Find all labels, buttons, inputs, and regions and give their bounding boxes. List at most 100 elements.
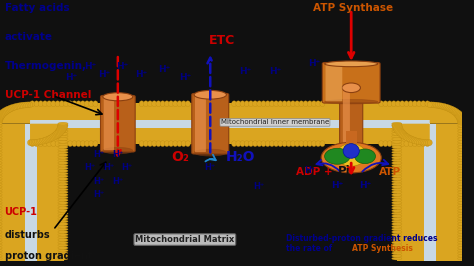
Ellipse shape: [398, 132, 407, 136]
Wedge shape: [0, 105, 63, 143]
Ellipse shape: [395, 130, 405, 134]
Ellipse shape: [58, 124, 68, 127]
Ellipse shape: [22, 102, 27, 108]
Ellipse shape: [58, 217, 68, 220]
Ellipse shape: [393, 127, 403, 130]
Ellipse shape: [143, 141, 148, 147]
Ellipse shape: [392, 151, 402, 154]
Ellipse shape: [55, 131, 64, 134]
Ellipse shape: [392, 207, 402, 210]
Ellipse shape: [452, 110, 460, 114]
Ellipse shape: [0, 114, 5, 118]
Text: H⁺: H⁺: [158, 65, 170, 74]
Ellipse shape: [30, 141, 35, 147]
Ellipse shape: [425, 141, 430, 147]
Ellipse shape: [0, 113, 6, 117]
Ellipse shape: [1, 109, 9, 114]
Ellipse shape: [0, 161, 2, 164]
Ellipse shape: [408, 137, 415, 142]
Ellipse shape: [185, 101, 191, 107]
Ellipse shape: [164, 101, 169, 107]
Ellipse shape: [0, 151, 2, 154]
Ellipse shape: [392, 164, 402, 167]
Ellipse shape: [457, 191, 468, 194]
Ellipse shape: [261, 141, 266, 147]
Ellipse shape: [58, 252, 68, 255]
Ellipse shape: [58, 124, 68, 127]
Ellipse shape: [457, 183, 468, 186]
Text: disturbs: disturbs: [5, 230, 50, 240]
Ellipse shape: [392, 201, 402, 204]
Ellipse shape: [58, 138, 68, 140]
Ellipse shape: [0, 121, 2, 124]
Ellipse shape: [58, 135, 68, 138]
Ellipse shape: [336, 144, 366, 166]
Ellipse shape: [457, 244, 468, 247]
Ellipse shape: [392, 135, 402, 138]
Ellipse shape: [181, 101, 186, 107]
Text: ATP Synthase: ATP Synthase: [313, 3, 393, 13]
Text: Pi: Pi: [338, 165, 351, 178]
Text: H⁺: H⁺: [98, 70, 110, 79]
Ellipse shape: [392, 212, 402, 215]
Ellipse shape: [0, 130, 2, 132]
Ellipse shape: [147, 101, 153, 107]
Ellipse shape: [185, 141, 191, 147]
Ellipse shape: [417, 141, 421, 147]
Ellipse shape: [316, 141, 321, 147]
Ellipse shape: [57, 127, 67, 130]
Ellipse shape: [58, 177, 68, 180]
Ellipse shape: [392, 146, 402, 148]
Ellipse shape: [445, 105, 452, 111]
Ellipse shape: [425, 101, 430, 107]
Ellipse shape: [0, 112, 6, 116]
Ellipse shape: [52, 133, 61, 137]
Ellipse shape: [400, 101, 405, 107]
Ellipse shape: [58, 123, 68, 126]
Ellipse shape: [383, 141, 388, 147]
Ellipse shape: [286, 141, 292, 147]
Text: activate: activate: [5, 32, 53, 42]
Ellipse shape: [103, 147, 133, 154]
Ellipse shape: [392, 193, 402, 196]
Ellipse shape: [427, 102, 432, 108]
Ellipse shape: [26, 102, 31, 108]
Ellipse shape: [50, 134, 58, 139]
Ellipse shape: [421, 141, 426, 147]
Ellipse shape: [240, 141, 245, 147]
Ellipse shape: [58, 146, 68, 148]
Ellipse shape: [429, 102, 434, 108]
Ellipse shape: [457, 135, 468, 138]
Ellipse shape: [84, 101, 90, 107]
Ellipse shape: [45, 137, 52, 142]
Text: H⁺: H⁺: [253, 182, 264, 191]
Ellipse shape: [257, 101, 262, 107]
Ellipse shape: [8, 105, 15, 111]
Ellipse shape: [244, 101, 249, 107]
Ellipse shape: [58, 130, 68, 132]
Bar: [36, 124, 64, 261]
Ellipse shape: [320, 101, 325, 107]
Ellipse shape: [392, 220, 402, 223]
Ellipse shape: [0, 199, 2, 202]
Ellipse shape: [0, 183, 2, 186]
Ellipse shape: [17, 103, 22, 109]
Ellipse shape: [0, 228, 2, 231]
Ellipse shape: [72, 141, 77, 147]
Ellipse shape: [0, 127, 2, 130]
Ellipse shape: [0, 236, 2, 239]
Ellipse shape: [164, 141, 169, 147]
Ellipse shape: [53, 132, 62, 136]
Ellipse shape: [0, 135, 2, 138]
Ellipse shape: [0, 249, 2, 252]
Bar: [18, 124, 42, 261]
Ellipse shape: [58, 159, 68, 162]
Ellipse shape: [457, 180, 468, 183]
Ellipse shape: [457, 169, 468, 172]
Ellipse shape: [42, 101, 47, 107]
Ellipse shape: [457, 188, 468, 191]
Ellipse shape: [58, 175, 68, 178]
Ellipse shape: [103, 93, 133, 101]
Text: Fatty acids: Fatty acids: [5, 3, 69, 13]
Ellipse shape: [278, 101, 283, 107]
